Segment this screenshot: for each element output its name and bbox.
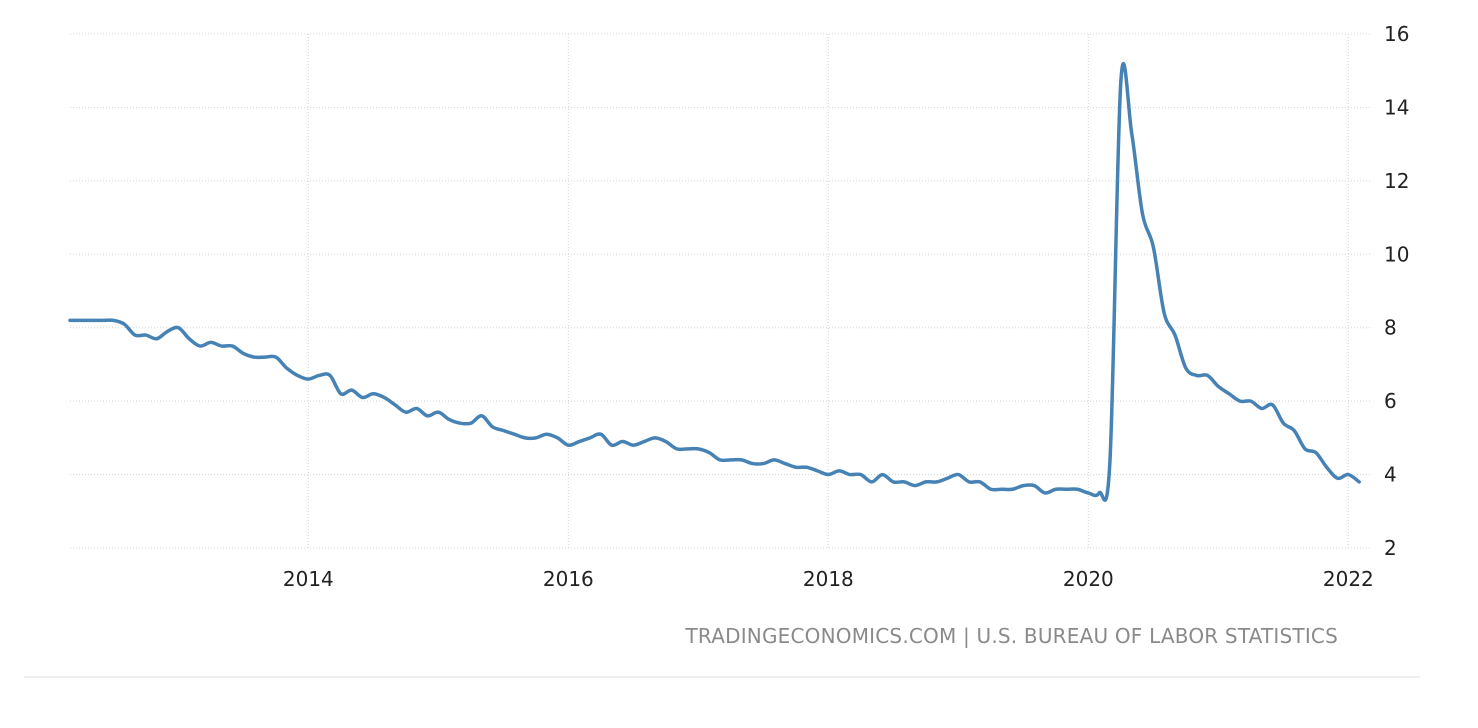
- y-tick-label: 12: [1384, 169, 1409, 193]
- y-tick-label: 14: [1384, 95, 1409, 119]
- x-tick-label: 2018: [803, 567, 854, 591]
- x-tick-label: 2022: [1323, 567, 1374, 591]
- grid-layer: [70, 33, 1370, 549]
- y-tick-label: 2: [1384, 536, 1397, 560]
- x-tick-label: 2016: [543, 567, 594, 591]
- x-axis-ticks: 2014 2016 2018 2020 2022: [283, 567, 1374, 591]
- series-layer: [68, 61, 1361, 502]
- y-tick-label: 6: [1384, 389, 1397, 413]
- y-tick-label: 8: [1384, 316, 1397, 340]
- y-tick-label: 10: [1384, 242, 1409, 266]
- unemployment-line-chart: 2 4 6 8 10 12 14 16 2014 2016 2018 2020 2022: [68, 22, 1409, 591]
- series-line: [68, 61, 1361, 502]
- chart-card: 2 4 6 8 10 12 14 16 2014 2016 2018 2020 2022 TRADIN…: [24, 0, 1420, 678]
- source-attribution: TRADINGECONOMICS.COM | U.S. BUREAU OF LA…: [685, 624, 1338, 648]
- x-tick-label: 2014: [283, 567, 334, 591]
- y-tick-label: 4: [1384, 463, 1397, 487]
- y-tick-label: 16: [1384, 22, 1409, 46]
- x-tick-label: 2020: [1063, 567, 1114, 591]
- y-axis-ticks: 2 4 6 8 10 12 14 16: [1384, 22, 1409, 560]
